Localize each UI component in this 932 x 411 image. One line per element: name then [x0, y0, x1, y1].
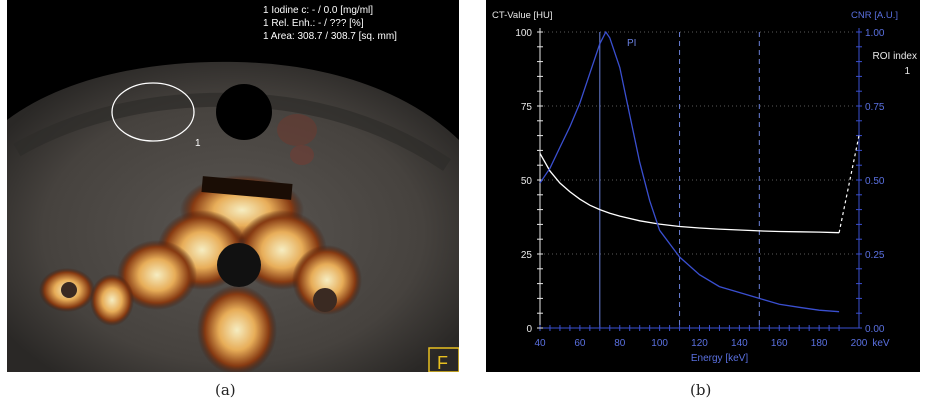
series-line-ct-value-extension: [838, 135, 860, 233]
x-tick-label: 40: [534, 338, 546, 349]
x-tick-label: 160: [771, 338, 788, 349]
x-tick-label: 80: [614, 338, 626, 349]
corner-marker: F: [437, 353, 448, 372]
x-tick-label: 180: [811, 338, 828, 349]
y-tick-label: 75: [521, 102, 533, 113]
legend-title: ROI index: [873, 51, 917, 62]
marker-label-pi: PI: [627, 38, 636, 49]
x-tick-label: 100: [651, 338, 668, 349]
y-tick-label: 50: [521, 176, 533, 187]
roi-ellipse: [111, 82, 195, 142]
y2-tick-label: 0.00: [865, 324, 885, 335]
y2-axis-title: CNR [A.U.]: [851, 10, 898, 21]
airway: [216, 84, 272, 140]
y2-tick-label: 0.50: [865, 176, 885, 187]
overlay-rel-enh: 1 Rel. Enh.: - / ??? [%]: [263, 18, 364, 29]
y-tick-label: 25: [521, 250, 533, 261]
overlay-iodine: 1 Iodine c: - / 0.0 [mg/ml]: [263, 5, 373, 16]
corner-marker-box: [428, 347, 459, 372]
x-axis-title: Energy [keV]: [691, 353, 748, 364]
x-tick-label: 60: [574, 338, 586, 349]
series-line-ct-value: [539, 153, 840, 234]
x-tick-label: 200: [851, 338, 868, 349]
chart-panel: 40 60 80 100 120 140 160 180 200 keV 0 25 50 75 100 0.0…: [486, 0, 920, 372]
caption-a: (a): [215, 381, 236, 399]
roi-label: 1: [195, 138, 201, 149]
x-unit-label: keV: [872, 338, 890, 349]
ct-image-panel: 1 1 Iodine c: - / 0.0 [mg/ml] 1 Rel. Enh…: [7, 0, 459, 372]
ct-image: 1 1 Iodine c: - / 0.0 [mg/ml] 1 Rel. Enh…: [7, 0, 459, 372]
x-tick-label: 140: [731, 338, 748, 349]
y2-tick-label: 0.25: [865, 250, 885, 261]
x-tick-label: 120: [691, 338, 708, 349]
y-axis-title: CT-Value [HU]: [492, 10, 553, 21]
legend-entry: 1: [904, 66, 910, 77]
caption-b: (b): [690, 381, 712, 399]
y-tick-label: 0: [526, 324, 532, 335]
y2-tick-label: 1.00: [865, 28, 885, 39]
series-line-cnr: [539, 30, 840, 313]
overlay-area: 1 Area: 308.7 / 308.7 [sq. mm]: [263, 31, 397, 42]
y-tick-label: 100: [515, 28, 532, 39]
ct-cnr-chart: 40 60 80 100 120 140 160 180 200 keV 0 25 50 75 100 0.0…: [486, 0, 920, 372]
y2-tick-label: 0.75: [865, 102, 885, 113]
